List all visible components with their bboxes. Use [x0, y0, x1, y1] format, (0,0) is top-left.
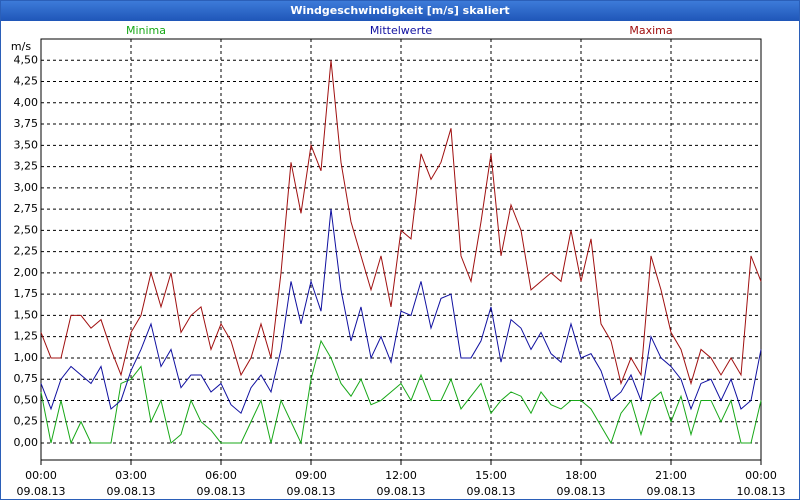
y-tick-label: 2,75: [14, 202, 39, 215]
series-line: [40, 60, 762, 386]
legend-label: Maxima: [629, 24, 672, 37]
series-line: [40, 209, 762, 415]
y-tick-label: 0,25: [14, 415, 39, 428]
x-tick-label: 00:00 10.08.13: [736, 469, 786, 498]
y-tick-label: 3,25: [14, 160, 39, 173]
legend-label: Minima: [126, 24, 166, 37]
x-tick-label: 15:00 09.08.13: [466, 469, 516, 498]
y-tick-label: 2,00: [14, 266, 39, 279]
y-tick-label: 1,25: [14, 330, 39, 343]
legend-label: Mittelwerte: [370, 24, 433, 37]
title-bar: Windgeschwindigkeit [m/s] skaliert: [1, 1, 799, 21]
y-tick-label: 1,00: [14, 351, 39, 364]
y-tick-label: 1,50: [14, 308, 39, 321]
y-tick-label: 3,75: [14, 117, 39, 130]
y-tick-label: 3,00: [14, 181, 39, 194]
y-unit: m/s: [11, 40, 31, 53]
y-tick-label: 2,25: [14, 245, 39, 258]
y-tick-label: 3,50: [14, 138, 39, 151]
y-tick-label: 4,00: [14, 96, 39, 109]
x-tick-label: 03:00 09.08.13: [106, 469, 156, 498]
x-tick-label: 12:00 09.08.13: [376, 469, 426, 498]
y-tick-label: 1,75: [14, 287, 39, 300]
series-line: [40, 339, 762, 445]
x-tick-label: 06:00 09.08.13: [196, 469, 246, 498]
y-tick-label: 4,25: [14, 75, 39, 88]
x-tick-label: 00:00 09.08.13: [16, 469, 66, 498]
y-tick-label: 4,50: [14, 53, 39, 66]
x-tick-label: 18:00 09.08.13: [556, 469, 606, 498]
y-tick-label: 0,00: [14, 436, 39, 449]
x-tick-label: 09:00 09.08.13: [286, 469, 336, 498]
y-tick-label: 0,50: [14, 393, 39, 406]
chart: m/s 0,00 0,25 0,50 0,75 1,00 1,25 1,50 1,75 2,00…: [11, 24, 762, 465]
x-tick-label: 21:00 09.08.13: [646, 469, 696, 498]
y-tick-label: 0,75: [14, 372, 39, 385]
y-tick-label: 2,50: [14, 223, 39, 236]
